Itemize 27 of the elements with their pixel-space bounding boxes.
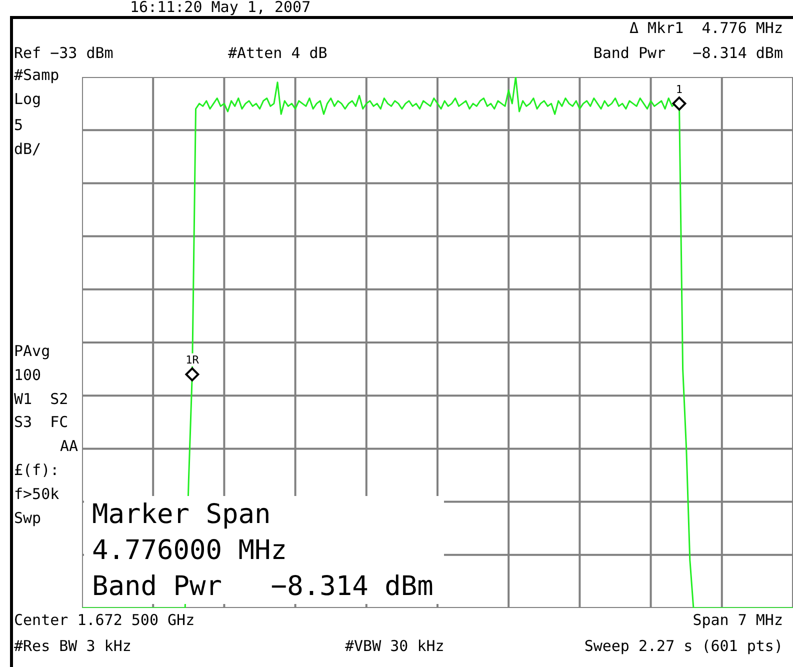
text: Swp — [14, 509, 42, 527]
text: W1 S2 — [14, 390, 68, 408]
text: S3 FC — [14, 413, 68, 431]
text: Log — [14, 90, 42, 108]
text: PAvg — [14, 342, 50, 360]
text: £(f): — [14, 461, 60, 479]
text: Band Pwr −8.314 dBm — [593, 44, 783, 62]
text: AA — [60, 437, 78, 455]
text: 16:11:20 May 1, 2007 — [130, 0, 311, 16]
annotation: 4.776000 MHz — [92, 534, 288, 568]
text: Δ Mkr1 4.776 MHz — [629, 19, 783, 37]
annotation: 1R — [186, 354, 200, 367]
text: #Atten 4 dB — [228, 44, 328, 62]
text: #Res BW 3 kHz — [14, 637, 132, 655]
annotation: Band Pwr −8.314 dBm — [92, 570, 434, 604]
text: 5 — [14, 116, 24, 134]
text: Span 7 MHz — [692, 611, 783, 629]
text: f>50k — [14, 485, 60, 503]
text: dB/ — [14, 140, 42, 158]
text: 100 — [14, 366, 42, 384]
text: Ref −33 dBm — [14, 44, 114, 62]
text: #Samp — [14, 66, 60, 84]
text: Center 1.672 500 GHz — [14, 611, 195, 629]
text: Sweep 2.27 s (601 pts) — [584, 637, 783, 655]
text: #VBW 30 kHz — [345, 637, 444, 655]
annotation: 1 — [676, 82, 683, 96]
annotation: Marker Span — [92, 498, 271, 532]
